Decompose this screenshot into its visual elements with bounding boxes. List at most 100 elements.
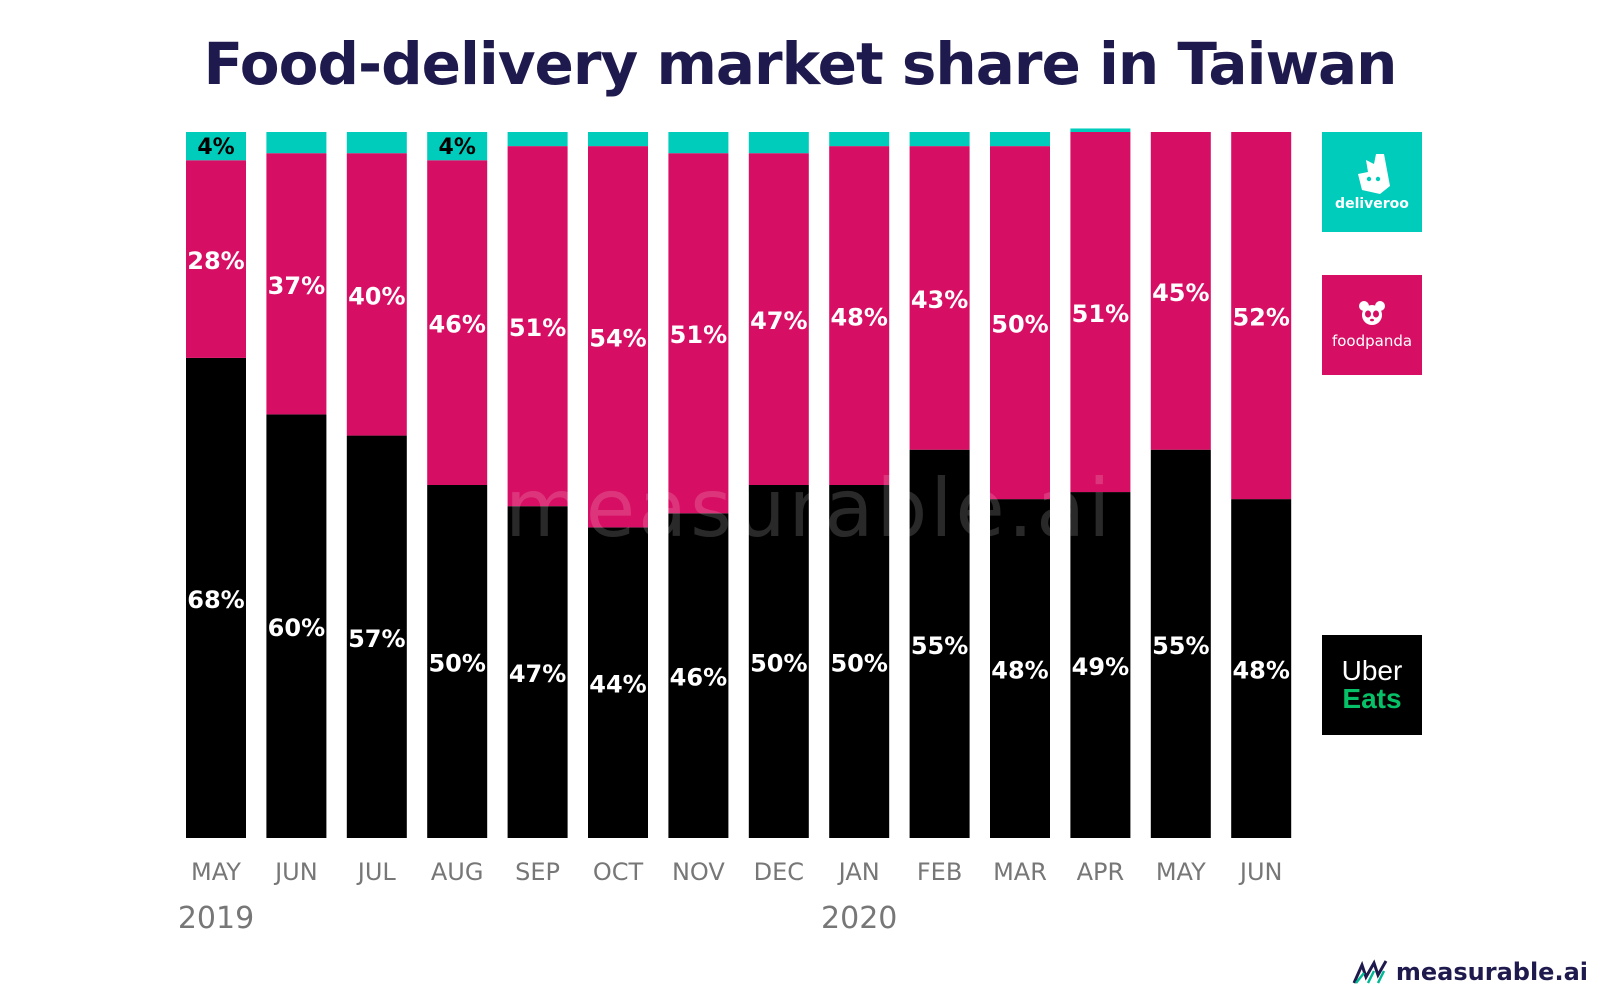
bar-segment-uber-eats (909, 449, 970, 838)
value-label-foodpanda: 52% (1232, 304, 1289, 332)
bar-segment-foodpanda (427, 160, 488, 486)
value-label-foodpanda: 47% (750, 307, 807, 335)
x-tick-label: AUG (431, 858, 484, 886)
legend-label-eats: Eats (1342, 683, 1402, 714)
value-label-uber-eats: 50% (830, 650, 887, 678)
x-year-label: 2019 (178, 901, 254, 936)
x-tick-label: JUL (356, 858, 397, 886)
value-label-foodpanda: 54% (589, 325, 646, 353)
panda-icon (1359, 301, 1385, 325)
bar-segment-deliveroo (829, 132, 890, 147)
value-label-foodpanda: 51% (509, 314, 566, 342)
legend-label-foodpanda: foodpanda (1331, 332, 1413, 350)
bar-segment-deliveroo (186, 132, 246, 161)
bar-segment-uber-eats (1150, 449, 1211, 838)
bar-segment-foodpanda (1070, 132, 1131, 493)
legend-label-uber: Uber (1341, 655, 1403, 686)
x-tick-label: NOV (672, 858, 725, 886)
bar-segment-uber-eats (829, 485, 890, 838)
bar-segment-uber-eats (1070, 492, 1131, 838)
bar-segment-foodpanda (266, 153, 327, 415)
legend-label-deliveroo: deliveroo (1335, 196, 1409, 212)
x-tick-label: SEP (515, 858, 560, 886)
bar-segment-uber-eats (346, 435, 407, 838)
value-label-uber-eats: 44% (589, 671, 646, 699)
x-tick-label: OCT (593, 858, 644, 886)
bar-segment-foodpanda (668, 153, 729, 514)
bar-segment-deliveroo (748, 132, 809, 154)
bar-segment-uber-eats (266, 414, 327, 838)
bar-segment-uber-eats (507, 506, 568, 838)
bar-segment-deliveroo (668, 132, 729, 154)
bar-segment-uber-eats (668, 513, 729, 838)
value-label-deliveroo: 4% (439, 135, 476, 160)
value-label-deliveroo: 4% (197, 135, 234, 160)
x-tick-label: JAN (837, 858, 880, 886)
bar-segment-deliveroo (427, 132, 488, 161)
value-label-foodpanda: 45% (1152, 279, 1209, 307)
x-tick-label: MAY (191, 858, 241, 886)
bar-segment-foodpanda (346, 153, 407, 436)
legend-foodpanda: foodpanda (1322, 275, 1422, 375)
value-label-foodpanda: 51% (1072, 300, 1129, 328)
watermark: measurable.ai (505, 462, 1114, 555)
measurable-ai-logo-icon (1352, 959, 1388, 984)
bar-segment-uber-eats (1231, 499, 1292, 838)
bar-segment-foodpanda (748, 153, 809, 485)
x-tick-label: MAR (993, 858, 1047, 886)
value-label-foodpanda: 46% (428, 311, 485, 339)
chart-title: Food-delivery market share in Taiwan (203, 30, 1398, 98)
value-label-uber-eats: 47% (509, 660, 566, 688)
bar-segment-foodpanda (1150, 132, 1211, 450)
bar-segment-deliveroo (588, 132, 648, 147)
bar-segment-uber-eats (588, 527, 648, 838)
bar-segment-deliveroo (1070, 128, 1131, 132)
x-tick-label: APR (1077, 858, 1125, 886)
bar-segment-foodpanda (588, 146, 648, 528)
value-label-uber-eats: 68% (187, 586, 244, 614)
bar-segment-foodpanda (990, 146, 1050, 500)
bar-segment-foodpanda (1231, 132, 1292, 500)
bar-segment-foodpanda (909, 146, 970, 450)
bar-segment-foodpanda (829, 146, 890, 485)
value-label-foodpanda: 43% (911, 286, 968, 314)
brand-name: measurable.ai (1395, 958, 1588, 986)
value-label-foodpanda: 50% (991, 311, 1048, 339)
value-label-foodpanda: 51% (670, 321, 727, 349)
value-label-foodpanda: 37% (268, 272, 325, 300)
value-label-uber-eats: 57% (348, 625, 405, 653)
x-tick-label: DEC (754, 858, 804, 886)
x-tick-label: JUN (273, 858, 318, 886)
x-year-label: 2020 (821, 901, 897, 936)
value-label-uber-eats: 48% (1232, 657, 1289, 685)
value-label-uber-eats: 55% (911, 632, 968, 660)
value-label-foodpanda: 40% (348, 282, 405, 310)
bar-segment-foodpanda (507, 146, 568, 507)
value-label-uber-eats: 49% (1072, 653, 1129, 681)
deliveroo-kangaroo-icon (1358, 154, 1390, 194)
bar-segment-deliveroo (990, 132, 1050, 147)
legend-deliveroo: deliveroo (1322, 132, 1422, 232)
bar-segment-uber-eats (748, 485, 809, 838)
bar-segment-deliveroo (266, 132, 327, 154)
bar-segment-deliveroo (346, 132, 407, 154)
bar-segment-uber-eats (186, 357, 246, 838)
bar-segment-uber-eats (427, 485, 488, 838)
value-label-foodpanda: 28% (187, 247, 244, 275)
value-label-foodpanda: 48% (830, 304, 887, 332)
bar-segment-deliveroo (909, 132, 970, 147)
bar-segment-uber-eats (990, 499, 1050, 838)
x-tick-label: JUN (1238, 858, 1283, 886)
value-label-uber-eats: 55% (1152, 632, 1209, 660)
value-label-uber-eats: 48% (991, 657, 1048, 685)
value-label-uber-eats: 50% (750, 650, 807, 678)
bar-segment-foodpanda (186, 160, 246, 358)
value-label-uber-eats: 50% (428, 650, 485, 678)
brand-logo: measurable.ai (1352, 958, 1588, 986)
x-tick-label: FEB (917, 858, 962, 886)
value-label-uber-eats: 60% (268, 614, 325, 642)
x-tick-label: MAY (1156, 858, 1206, 886)
value-label-uber-eats: 46% (670, 664, 727, 692)
legend-ubereats: Uber Eats (1322, 635, 1422, 735)
